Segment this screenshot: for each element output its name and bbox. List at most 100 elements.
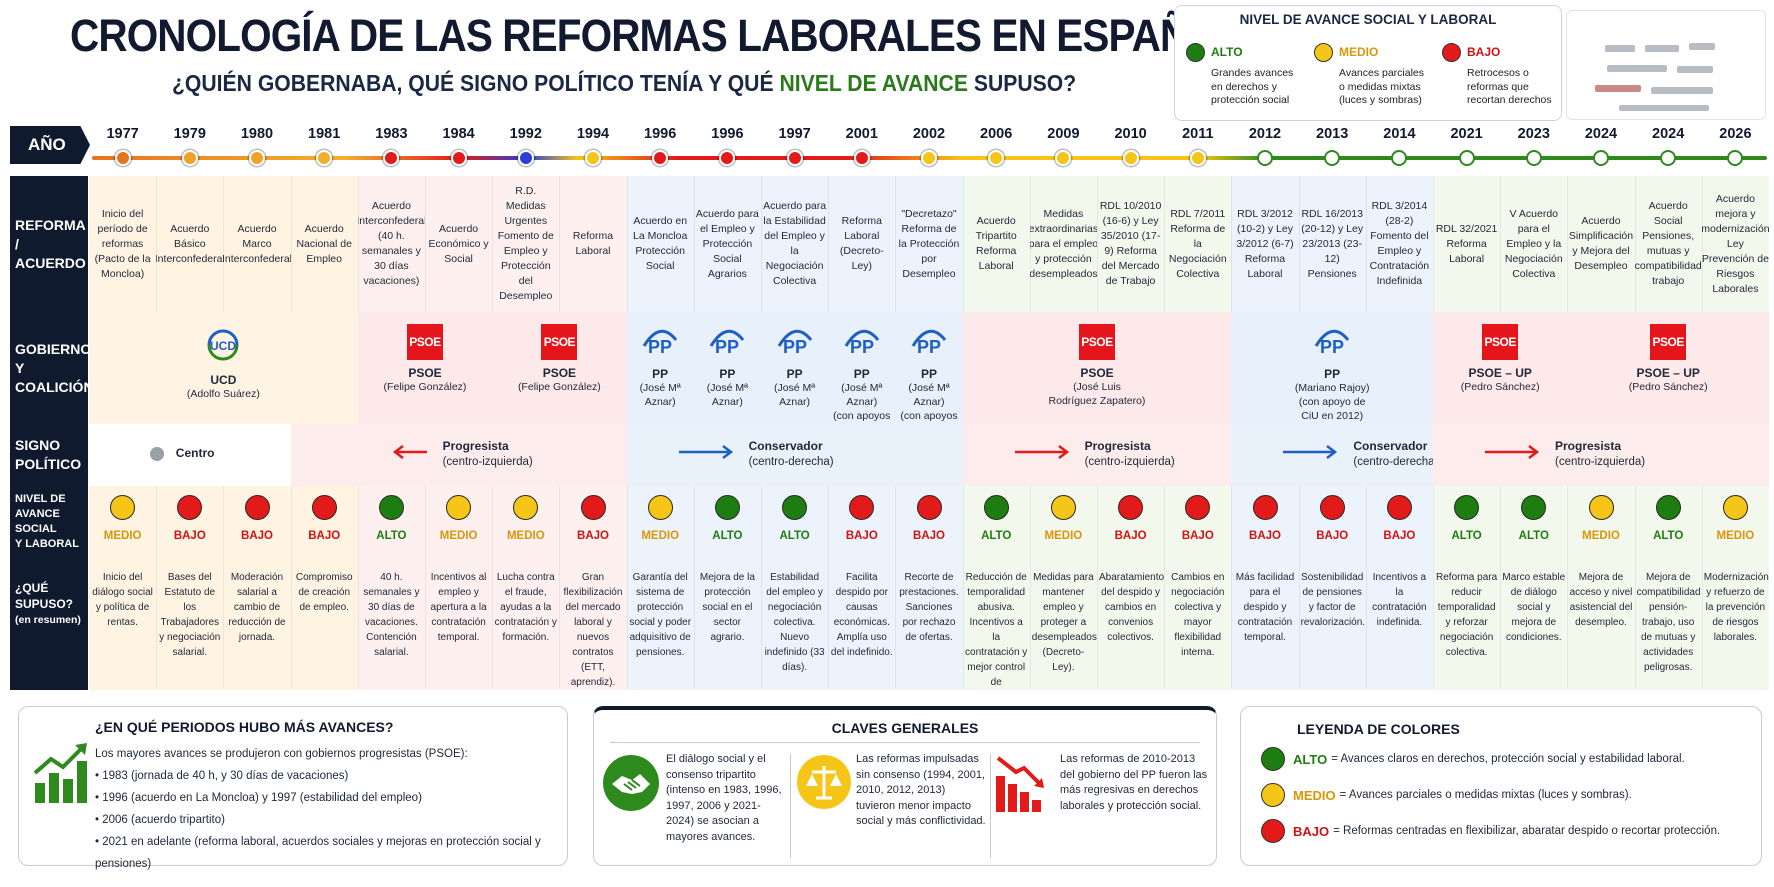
claves-title: CLAVES GENERALES	[831, 720, 979, 736]
supuso-cell: Compromiso de creación de empleo.	[295, 572, 353, 613]
government-block: PP PP (Mariano Rajoy) (con apoyo de CiU en 2…	[1231, 312, 1433, 424]
year-label: 2021	[1450, 126, 1483, 142]
column-band	[1164, 176, 1232, 312]
government-name: PSOE	[408, 366, 442, 380]
government-leader: (Pedro Sánchez)	[1460, 381, 1540, 393]
claves-box: CLAVES GENERALES El diálogo social y el …	[593, 706, 1217, 866]
government-block: PP PP (José Mª Aznar)	[693, 312, 761, 424]
column-band	[761, 486, 829, 690]
column-band	[1365, 176, 1433, 312]
advance-level-label: MEDIO	[1582, 530, 1620, 542]
column-band	[1029, 486, 1097, 690]
government-name: PSOE	[1080, 366, 1114, 380]
row-label-gobierno: GOBIERNO Y COALICIÓN	[10, 312, 94, 424]
supuso-cell: Medidas para mantener empleo y proteger …	[1031, 572, 1097, 673]
pp-logo-icon: PP	[640, 326, 680, 361]
political-sign-label: Conservador (centro-derecha)	[1353, 438, 1439, 468]
column-band	[626, 176, 694, 312]
political-sign-label: Progresista (centro-izquierda)	[1084, 438, 1175, 468]
timeline-dot	[652, 150, 669, 166]
government-name: PP	[920, 367, 937, 381]
pp-logo-icon: PP	[842, 326, 882, 361]
year-label: 2009	[1047, 126, 1080, 142]
year-label: 2024	[1652, 126, 1685, 142]
column-band	[1097, 176, 1165, 312]
supuso-cell: Bases del Estatuto de los Trabajadores y…	[159, 572, 221, 658]
reforma-cell: Acuerdo Tripartito Reforma Laboral	[975, 215, 1017, 272]
periods-list-item: • 1983 (jornada de 40 h, y 30 días de va…	[95, 770, 349, 782]
political-sign-label: Progresista (centro-izquierda)	[1555, 438, 1646, 468]
government-leader: (Felipe González)	[383, 381, 467, 393]
political-sign-item: Conservador (centro-derecha)	[1281, 434, 1438, 474]
timeline-dot	[1324, 150, 1341, 166]
advance-level-dot	[714, 495, 740, 520]
ucd-logo-icon: UCD	[204, 328, 242, 367]
timeline-dot	[1122, 150, 1139, 166]
supuso-cell: Recorte de prestaciones. Sanciones por r…	[899, 572, 959, 643]
color-legend-box: LEYENDA DE COLORES ALTO = Avances claros…	[1240, 706, 1762, 866]
reforma-cell: Reforma Laboral (Decreto-Ley)	[839, 215, 884, 272]
government-block: PP PP (José Mª Aznar)	[761, 312, 829, 424]
government-name: PSOE	[542, 366, 577, 380]
column-band	[1298, 486, 1366, 690]
svg-text:PP: PP	[648, 337, 672, 356]
timeline-dot	[1055, 150, 1072, 166]
pp-logo-icon: PP	[775, 326, 815, 361]
timeline-dot	[1593, 150, 1609, 166]
government-leader: (José Mª Aznar)	[841, 382, 883, 408]
supuso-cell: Incentivos al empleo y apertura a la con…	[430, 572, 487, 643]
column-band	[559, 176, 627, 312]
svg-text:PP: PP	[783, 337, 807, 356]
column-band	[559, 486, 627, 690]
reforma-cell: Medidas extraordinarias para el empleo y…	[1029, 207, 1097, 280]
political-sign-item: Centro	[149, 434, 214, 474]
reforma-cell: R.D. Medidas Urgentes Fomento de Empleo …	[497, 185, 554, 302]
column-band	[223, 176, 291, 312]
psoe-logo-icon: PSOE	[406, 324, 443, 360]
column-band	[1701, 486, 1769, 690]
advance-level-dot	[446, 495, 472, 520]
column-band	[895, 486, 963, 690]
psoe-logo-icon: PSOE	[1078, 324, 1115, 360]
year-label: 1980	[240, 126, 274, 142]
advance-level-dot	[1454, 495, 1480, 520]
column-band	[1567, 486, 1635, 690]
political-sign-band	[626, 424, 963, 486]
column-band	[693, 176, 761, 312]
svg-text:PP: PP	[1320, 337, 1344, 356]
political-sign-band	[290, 424, 627, 486]
government-block: PSOE PSOE (Felipe González)	[492, 312, 627, 424]
arrow-right-icon	[677, 444, 735, 465]
advance-level-dot	[983, 495, 1009, 520]
column-band	[1298, 176, 1366, 312]
advance-level-dot	[782, 495, 808, 520]
red-dot-icon	[1442, 43, 1461, 62]
advance-level-label: ALTO	[376, 530, 407, 542]
advance-level-label: MEDIO	[1044, 530, 1083, 542]
reforma-cell: RDL 3/2014 (28-2) Fomento del Empleo y C…	[1369, 200, 1430, 287]
year-label: 1994	[576, 126, 610, 142]
government-leader: Rodríguez Zapatero)	[1048, 395, 1146, 407]
advance-level-label: BAJO	[308, 530, 341, 542]
advance-level-label: MEDIO	[506, 530, 545, 542]
reforma-cell: Acuerdo Básico Interconfederal	[156, 222, 224, 265]
advance-level-label: MEDIO	[1716, 530, 1755, 542]
column-band	[1500, 176, 1568, 312]
advance-level-label: ALTO	[712, 530, 743, 542]
legend-title: NIVEL DE AVANCE SOCIAL Y LABORAL	[1239, 12, 1497, 27]
row-label-supuso: ¿QUÉ SUPUSO? (en resumen)	[10, 558, 88, 690]
supuso-cell: Reforma para reducir temporalidad y refo…	[1436, 572, 1498, 658]
advance-level-dot	[580, 495, 606, 520]
column-band	[156, 486, 224, 690]
arrow-left-icon	[391, 444, 429, 465]
advance-level-label: ALTO	[779, 530, 810, 542]
advance-level-dot	[1655, 495, 1681, 520]
advance-level-dot	[849, 495, 875, 520]
advance-level-label: BAJO	[577, 530, 609, 542]
handshake-icon	[603, 755, 659, 811]
year-label: 2011	[1182, 126, 1214, 142]
advance-level-dot	[177, 495, 203, 520]
advance-level-dot	[1386, 495, 1412, 520]
advance-level-label: MEDIO	[641, 530, 680, 542]
